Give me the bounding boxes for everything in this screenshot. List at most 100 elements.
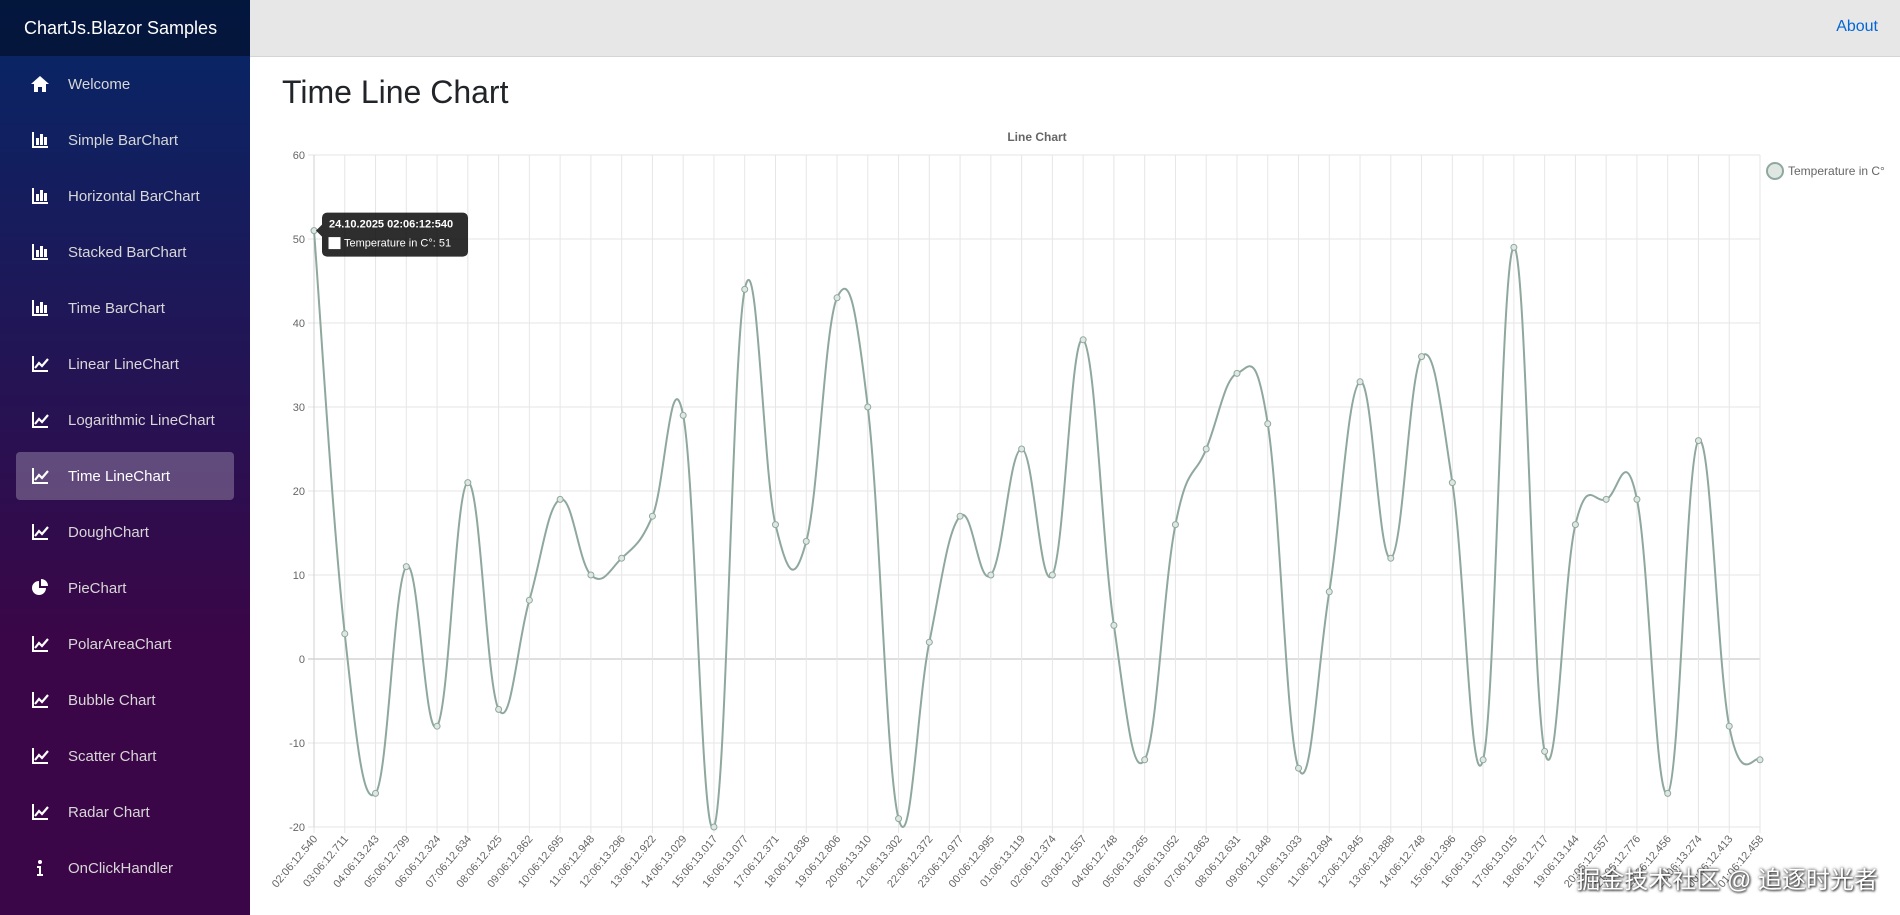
data-point[interactable] [679,411,687,419]
brand-title[interactable]: ChartJs.Blazor Samples [0,0,250,56]
bar-chart-icon [30,186,50,206]
data-point[interactable] [495,705,503,713]
legend-label[interactable]: Temperature in C° [1788,164,1885,178]
sidebar-item-horizontal-barchart[interactable]: Horizontal BarChart [16,172,234,220]
line-chart-icon [30,466,50,486]
data-point[interactable] [1171,521,1179,529]
sidebar-item-polarareachart[interactable]: PolarAreaChart [16,620,234,668]
line-chart-icon [30,634,50,654]
sidebar-item-stacked-barchart[interactable]: Stacked BarChart [16,228,234,276]
tooltip-swatch [328,237,341,250]
data-point[interactable] [741,285,749,293]
line-chart-icon [30,802,50,822]
data-point[interactable] [1264,420,1272,428]
tooltip-caret [316,224,322,237]
line-chart-icon [30,690,50,710]
data-point[interactable] [648,512,656,520]
data-point[interactable] [1356,378,1364,386]
time-line-chart[interactable]: Line Chart6050403020100-10-2002:06:12.54… [270,122,1900,915]
sidebar-item-label: Linear LineChart [68,355,179,373]
data-point[interactable] [1387,554,1395,562]
data-point[interactable] [925,638,933,646]
line-chart-icon [30,522,50,542]
data-point[interactable] [1571,521,1579,529]
y-tick-label: 10 [293,570,305,582]
tooltip-box [322,212,468,257]
data-point[interactable] [1295,764,1303,772]
data-point[interactable] [1602,495,1610,503]
tooltip-title: 24.10.2025 02:06:12:540 [329,219,453,231]
data-point[interactable] [1325,588,1333,596]
data-point[interactable] [1202,445,1210,453]
data-point[interactable] [802,537,810,545]
data-point[interactable] [1448,479,1456,487]
data-point[interactable] [864,403,872,411]
data-point[interactable] [1633,495,1641,503]
data-point[interactable] [1233,369,1241,377]
line-chart-icon [30,746,50,766]
data-point[interactable] [372,789,380,797]
line-chart-icon [30,410,50,430]
data-point[interactable] [433,722,441,730]
sidebar-item-label: Time BarChart [68,299,165,317]
data-point[interactable] [1694,437,1702,445]
bar-chart-icon [30,130,50,150]
sidebar-item-simple-barchart[interactable]: Simple BarChart [16,116,234,164]
data-point[interactable] [556,495,564,503]
legend-marker[interactable] [1766,162,1784,180]
sidebar-item-scatter-chart[interactable]: Scatter Chart [16,732,234,780]
sidebar-item-radar-chart[interactable]: Radar Chart [16,788,234,836]
data-point[interactable] [1541,747,1549,755]
line-chart-icon [30,354,50,374]
watermark: 掘金技术社区 @ 追逐时光者 [1576,867,1878,894]
data-point[interactable] [1510,243,1518,251]
y-tick-label: 0 [299,654,305,666]
y-tick-label: -10 [289,738,305,750]
data-point[interactable] [956,512,964,520]
data-point[interactable] [833,294,841,302]
data-point[interactable] [1479,756,1487,764]
data-point[interactable] [1756,756,1764,764]
sidebar-item-piechart[interactable]: PieChart [16,564,234,612]
sidebar-item-label: Stacked BarChart [68,243,187,261]
sidebar-item-logarithmic-linechart[interactable]: Logarithmic LineChart [16,396,234,444]
top-bar: About [250,0,1900,57]
y-tick-label: 50 [293,234,305,246]
data-point[interactable] [525,596,533,604]
sidebar-item-welcome[interactable]: Welcome [16,60,234,108]
data-point[interactable] [1079,336,1087,344]
data-point[interactable] [402,563,410,571]
y-tick-label: 60 [293,150,305,162]
sidebar-item-doughchart[interactable]: DoughChart [16,508,234,556]
sidebar-item-linear-linechart[interactable]: Linear LineChart [16,340,234,388]
bar-chart-icon [30,298,50,318]
data-point[interactable] [1018,445,1026,453]
y-tick-label: 40 [293,318,305,330]
tooltip-body: Temperature in C°: 51 [344,238,451,250]
data-point[interactable] [341,630,349,638]
sidebar-item-bubble-chart[interactable]: Bubble Chart [16,676,234,724]
sidebar-item-onclickhandler[interactable]: OnClickHandler [16,844,234,892]
y-tick-label: -20 [289,822,305,834]
page-title: Time Line Chart [282,74,509,110]
sidebar-item-time-linechart[interactable]: Time LineChart [16,452,234,500]
data-point[interactable] [1110,621,1118,629]
data-point[interactable] [1048,571,1056,579]
data-point[interactable] [1725,722,1733,730]
sidebar-item-label: Scatter Chart [68,747,157,765]
sidebar-item-time-barchart[interactable]: Time BarChart [16,284,234,332]
data-point[interactable] [895,815,903,823]
data-point[interactable] [464,479,472,487]
sidebar-item-label: Radar Chart [68,803,150,821]
data-point[interactable] [1141,756,1149,764]
sidebar-item-label: Welcome [68,75,131,93]
data-point[interactable] [587,571,595,579]
about-link[interactable]: About [1836,18,1878,35]
data-point[interactable] [618,554,626,562]
data-point[interactable] [771,521,779,529]
sidebar-item-label: Logarithmic LineChart [68,411,215,429]
data-point[interactable] [710,823,718,831]
data-point[interactable] [1664,789,1672,797]
data-point[interactable] [1418,353,1426,361]
data-point[interactable] [987,571,995,579]
